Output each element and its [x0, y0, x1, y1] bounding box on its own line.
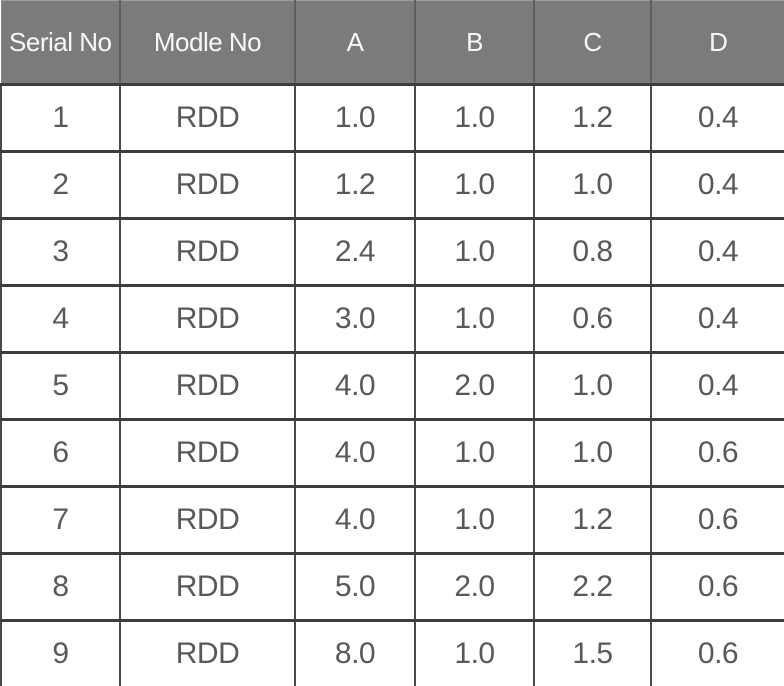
cell-b: 1.0: [414, 485, 535, 555]
cell-serial: 1: [0, 83, 121, 153]
cell-serial: 2: [0, 150, 121, 220]
cell-d: 0.4: [650, 150, 784, 220]
cell-model: RDD: [119, 284, 296, 354]
cell-b: 1.0: [414, 619, 535, 686]
cell-d: 0.4: [650, 284, 784, 354]
cell-serial: 5: [0, 351, 121, 421]
cell-d: 0.4: [650, 83, 784, 153]
column-header-c: C: [533, 0, 652, 86]
cell-b: 1.0: [414, 418, 535, 488]
cell-a: 4.0: [294, 351, 416, 421]
table-row: 4 RDD 3.0 1.0 0.6 0.4: [0, 284, 784, 354]
table-row: 7 RDD 4.0 1.0 1.2 0.6: [0, 485, 784, 555]
cell-c: 1.0: [533, 150, 652, 220]
table-body: 1 RDD 1.0 1.0 1.2 0.4 2 RDD 1.2 1.0 1.0 0.4 3 RDD 2.4 1…: [0, 83, 784, 686]
column-header-serial: Serial No: [0, 0, 121, 86]
cell-a: 2.4: [294, 217, 416, 287]
cell-c: 0.6: [533, 284, 652, 354]
cell-d: 0.6: [650, 418, 784, 488]
cell-a: 3.0: [294, 284, 416, 354]
cell-b: 1.0: [414, 284, 535, 354]
cell-d: 0.4: [650, 217, 784, 287]
cell-d: 0.6: [650, 619, 784, 686]
cell-c: 0.8: [533, 217, 652, 287]
cell-a: 5.0: [294, 552, 416, 622]
cell-b: 1.0: [414, 83, 535, 153]
table-row: 6 RDD 4.0 1.0 1.0 0.6: [0, 418, 784, 488]
cell-b: 1.0: [414, 150, 535, 220]
cell-model: RDD: [119, 150, 296, 220]
table-header: Serial No Modle No A B C D: [0, 0, 784, 86]
table-row: 1 RDD 1.0 1.0 1.2 0.4: [0, 83, 784, 153]
table-row: 3 RDD 2.4 1.0 0.8 0.4: [0, 217, 784, 287]
table-row: 9 RDD 8.0 1.0 1.5 0.6: [0, 619, 784, 686]
cell-d: 0.6: [650, 552, 784, 622]
cell-serial: 4: [0, 284, 121, 354]
cell-b: 2.0: [414, 351, 535, 421]
cell-serial: 6: [0, 418, 121, 488]
header-row: Serial No Modle No A B C D: [0, 0, 784, 86]
cell-c: 1.0: [533, 351, 652, 421]
cell-serial: 8: [0, 552, 121, 622]
column-header-d: D: [650, 0, 784, 86]
table-row: 2 RDD 1.2 1.0 1.0 0.4: [0, 150, 784, 220]
cell-a: 4.0: [294, 485, 416, 555]
cell-serial: 9: [0, 619, 121, 686]
cell-c: 1.5: [533, 619, 652, 686]
cell-model: RDD: [119, 351, 296, 421]
cell-a: 1.2: [294, 150, 416, 220]
table-row: 5 RDD 4.0 2.0 1.0 0.4: [0, 351, 784, 421]
cell-serial: 7: [0, 485, 121, 555]
cell-a: 1.0: [294, 83, 416, 153]
cell-model: RDD: [119, 552, 296, 622]
cell-model: RDD: [119, 83, 296, 153]
cell-a: 4.0: [294, 418, 416, 488]
cell-model: RDD: [119, 418, 296, 488]
column-header-a: A: [294, 0, 416, 86]
cell-d: 0.6: [650, 485, 784, 555]
column-header-b: B: [414, 0, 535, 86]
table-row: 8 RDD 5.0 2.0 2.2 0.6: [0, 552, 784, 622]
cell-c: 2.2: [533, 552, 652, 622]
cell-c: 1.0: [533, 418, 652, 488]
column-header-model: Modle No: [119, 0, 296, 86]
cell-model: RDD: [119, 619, 296, 686]
cell-b: 2.0: [414, 552, 535, 622]
cell-c: 1.2: [533, 485, 652, 555]
cell-model: RDD: [119, 485, 296, 555]
cell-a: 8.0: [294, 619, 416, 686]
cell-c: 1.2: [533, 83, 652, 153]
cell-d: 0.4: [650, 351, 784, 421]
cell-model: RDD: [119, 217, 296, 287]
cell-serial: 3: [0, 217, 121, 287]
cell-b: 1.0: [414, 217, 535, 287]
